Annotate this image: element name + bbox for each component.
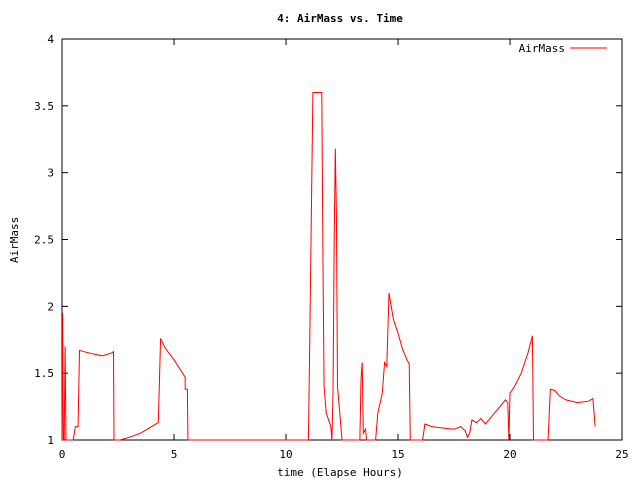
x-axis-label: time (Elapse Hours)	[277, 466, 403, 479]
x-tick-label: 0	[59, 448, 66, 461]
x-tick-label: 5	[171, 448, 178, 461]
y-tick-label: 3	[47, 167, 54, 180]
x-tick-label: 15	[391, 448, 404, 461]
y-tick-label: 2	[47, 300, 54, 313]
y-axis: 1 1.5 2 2.5 3 3.5 4	[34, 33, 622, 447]
y-tick-label: 1	[47, 434, 54, 447]
x-tick-label: 20	[503, 448, 516, 461]
y-tick-label: 2.5	[34, 234, 54, 247]
x-axis: 0 5 10 15 20 25	[59, 39, 629, 461]
y-tick-label: 4	[47, 33, 54, 46]
y-tick-label: 3.5	[34, 100, 54, 113]
legend: AirMass	[519, 42, 607, 55]
plot-frame	[61, 38, 623, 441]
x-tick-label: 25	[615, 448, 628, 461]
y-axis-label: AirMass	[8, 217, 21, 263]
x-tick-label: 10	[279, 448, 292, 461]
chart-title: 4: AirMass vs. Time	[277, 12, 403, 25]
series-layer	[61, 92, 596, 441]
y-tick-label: 1.5	[34, 367, 54, 380]
legend-label: AirMass	[519, 42, 565, 55]
series-line-airmass	[61, 92, 596, 441]
